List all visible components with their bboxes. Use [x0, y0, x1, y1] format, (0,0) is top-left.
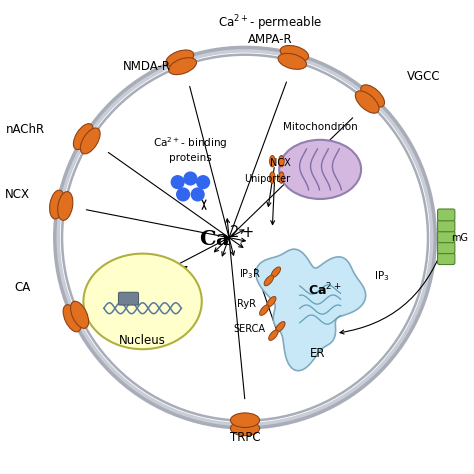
Text: SERCA: SERCA	[234, 324, 265, 334]
FancyBboxPatch shape	[438, 253, 455, 264]
Circle shape	[171, 176, 184, 189]
Ellipse shape	[270, 172, 275, 183]
Ellipse shape	[50, 190, 65, 219]
Ellipse shape	[266, 297, 276, 307]
Ellipse shape	[83, 254, 202, 349]
Ellipse shape	[278, 54, 307, 69]
Ellipse shape	[80, 128, 100, 154]
Text: mG: mG	[451, 233, 468, 243]
FancyBboxPatch shape	[118, 292, 138, 305]
Text: Mitochondrion: Mitochondrion	[283, 122, 357, 132]
Ellipse shape	[356, 91, 379, 113]
Ellipse shape	[280, 46, 309, 62]
Text: Ca$^{2+}$- permeable: Ca$^{2+}$- permeable	[218, 13, 322, 33]
FancyBboxPatch shape	[438, 220, 455, 232]
Circle shape	[55, 47, 435, 428]
Ellipse shape	[269, 330, 278, 340]
Ellipse shape	[270, 155, 275, 167]
Text: RyR: RyR	[237, 299, 256, 309]
Text: Nucleus: Nucleus	[119, 334, 166, 346]
Ellipse shape	[58, 191, 73, 220]
Ellipse shape	[279, 140, 361, 199]
Circle shape	[197, 176, 210, 189]
Ellipse shape	[63, 305, 81, 332]
Text: IP$_3$R: IP$_3$R	[239, 267, 261, 281]
FancyBboxPatch shape	[438, 209, 455, 221]
Ellipse shape	[73, 124, 93, 150]
Ellipse shape	[230, 421, 260, 436]
Polygon shape	[256, 249, 365, 371]
Text: nAChR: nAChR	[6, 123, 45, 136]
Text: AMPA-R: AMPA-R	[248, 34, 292, 46]
Ellipse shape	[279, 172, 284, 183]
Ellipse shape	[279, 155, 284, 167]
Text: ER: ER	[310, 347, 326, 360]
Text: VGCC: VGCC	[407, 71, 440, 83]
FancyBboxPatch shape	[438, 231, 455, 243]
Text: TRPC: TRPC	[230, 431, 260, 445]
Text: NCX: NCX	[270, 157, 291, 168]
Circle shape	[61, 54, 429, 422]
Ellipse shape	[166, 50, 194, 67]
Circle shape	[177, 188, 190, 201]
Ellipse shape	[276, 321, 285, 332]
Ellipse shape	[264, 275, 273, 286]
Ellipse shape	[230, 413, 260, 428]
Text: CA: CA	[14, 281, 30, 294]
Ellipse shape	[361, 85, 384, 107]
FancyBboxPatch shape	[438, 242, 455, 254]
Text: Ca$^{2+}$- binding
proteins: Ca$^{2+}$- binding proteins	[153, 135, 228, 163]
Ellipse shape	[169, 58, 197, 74]
Ellipse shape	[260, 305, 269, 315]
Text: Ca$^{2+}$: Ca$^{2+}$	[308, 282, 341, 298]
Circle shape	[191, 188, 204, 201]
Text: Uniporter: Uniporter	[245, 173, 291, 183]
Text: NMDA-R: NMDA-R	[123, 61, 171, 73]
Ellipse shape	[271, 267, 281, 277]
Circle shape	[184, 172, 197, 185]
Ellipse shape	[71, 301, 89, 328]
Text: Ca$^{2+}$: Ca$^{2+}$	[199, 225, 255, 250]
Text: NCX: NCX	[5, 188, 30, 201]
Text: IP$_3$: IP$_3$	[374, 269, 389, 283]
